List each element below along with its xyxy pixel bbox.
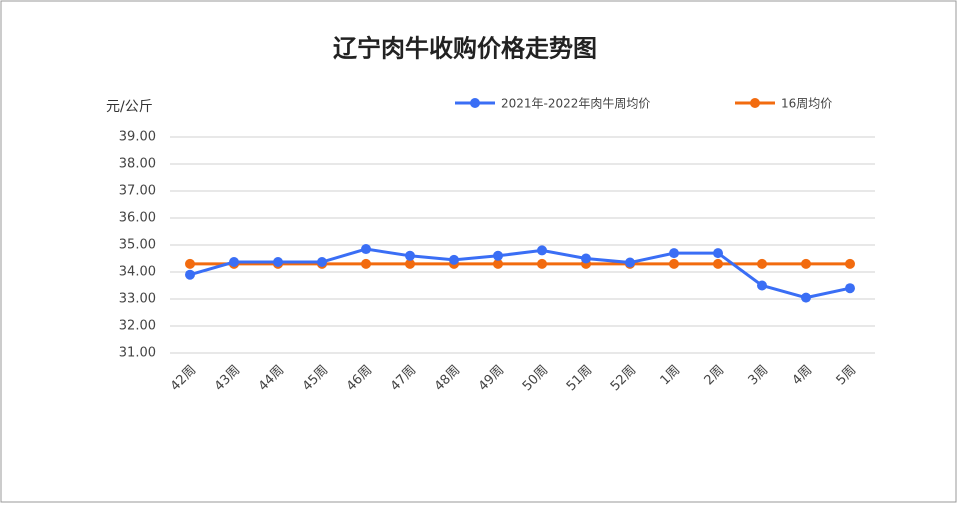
legend-label: 2021年-2022年肉牛周均价 — [501, 96, 650, 111]
point — [493, 258, 503, 269]
y-axis-label: 元/公斤 — [106, 99, 153, 115]
point — [669, 258, 679, 269]
point — [361, 258, 371, 269]
point — [185, 269, 195, 280]
point — [757, 280, 767, 291]
point — [449, 254, 459, 265]
point — [317, 257, 327, 268]
legend-marker — [750, 98, 760, 108]
point — [713, 258, 723, 269]
point — [845, 283, 855, 294]
point — [229, 257, 239, 268]
point — [405, 250, 415, 261]
y-tick-label: 33.00 — [119, 292, 156, 307]
chart-title: 辽宁肉牛收购价格走势图 — [333, 34, 597, 63]
point — [361, 244, 371, 255]
y-tick-label: 38.00 — [119, 157, 156, 172]
point — [185, 258, 195, 269]
legend-label: 16周均价 — [781, 97, 832, 111]
point — [493, 250, 503, 261]
legend-marker — [470, 98, 480, 108]
point — [845, 258, 855, 269]
point — [405, 258, 415, 269]
point — [801, 292, 811, 303]
y-tick-label: 31.00 — [119, 346, 156, 361]
point — [801, 258, 811, 269]
point — [669, 248, 679, 259]
point — [713, 248, 723, 259]
point — [581, 253, 591, 264]
y-tick-label: 32.00 — [119, 319, 156, 334]
point — [537, 245, 547, 256]
point — [625, 257, 635, 268]
y-tick-label: 34.00 — [119, 265, 156, 280]
point — [537, 258, 547, 269]
series-line — [189, 247, 851, 300]
y-tick-label: 37.00 — [119, 184, 156, 199]
point — [273, 257, 283, 268]
y-tick-label: 36.00 — [119, 211, 156, 226]
y-tick-label: 35.00 — [119, 238, 156, 253]
y-tick-label: 39.00 — [119, 130, 156, 145]
point — [757, 258, 767, 269]
